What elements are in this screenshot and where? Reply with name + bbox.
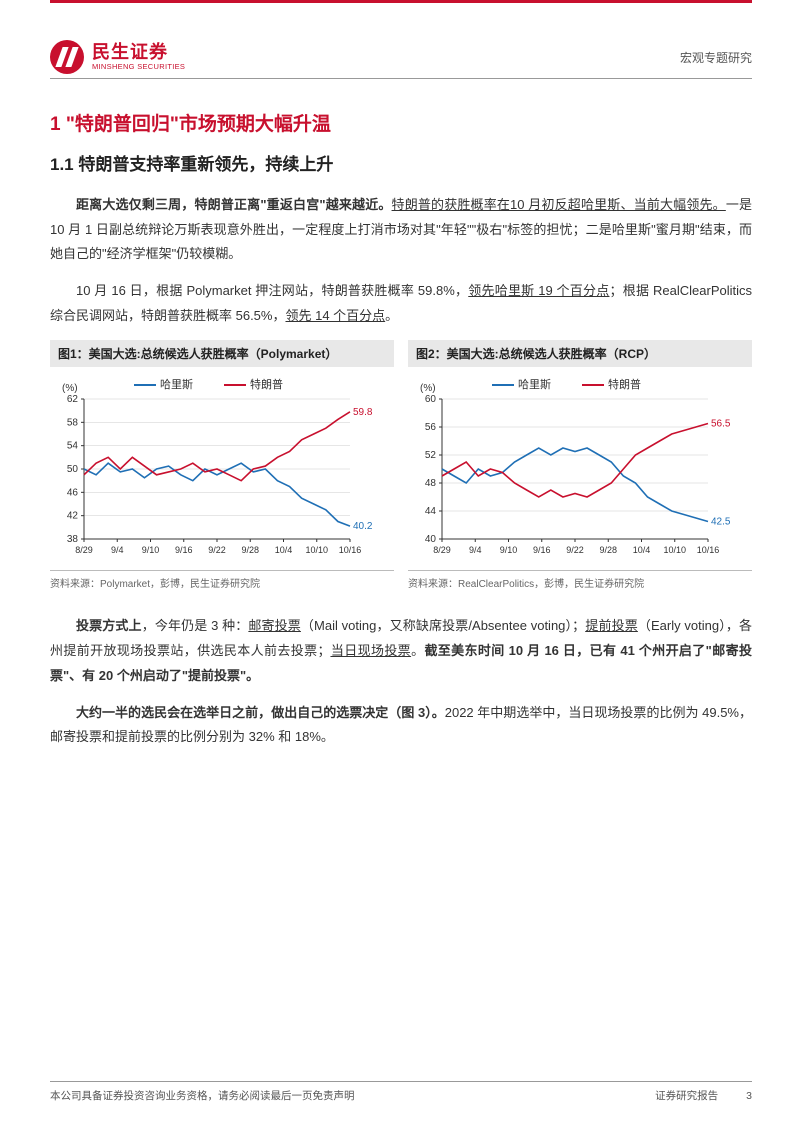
logo-icon [50, 40, 84, 74]
paragraph-2: 10 月 16 日，根据 Polymarket 押注网站，特朗普获胜概率 59.… [50, 279, 752, 328]
svg-text:10/10: 10/10 [663, 545, 686, 555]
footer-left: 本公司具备证券投资咨询业务资格，请务必阅读最后一页免责声明 [50, 1088, 355, 1103]
footer-page-number: 3 [746, 1090, 752, 1102]
svg-text:10/10: 10/10 [305, 545, 328, 555]
svg-text:42: 42 [67, 511, 79, 522]
svg-text:9/16: 9/16 [175, 545, 193, 555]
chart-2-title: 图2：美国大选:总统候选人获胜概率（RCP） [408, 340, 752, 367]
logo-en-text: MINSHENG SECURITIES [92, 63, 185, 71]
svg-text:52: 52 [425, 450, 437, 461]
page-header: 民生证券 MINSHENG SECURITIES 宏观专题研究 [50, 40, 752, 74]
logo-cn-text: 民生证券 [92, 43, 185, 63]
svg-text:9/4: 9/4 [469, 545, 482, 555]
svg-text:50: 50 [67, 464, 79, 475]
svg-text:8/29: 8/29 [75, 545, 93, 555]
svg-text:58: 58 [67, 418, 79, 429]
paragraph-4: 大约一半的选民会在选举日之前，做出自己的选票决定（图 3）。2022 年中期选举… [50, 701, 752, 750]
svg-text:59.8: 59.8 [353, 407, 373, 418]
p1-underline: 特朗普的获胜概率在10 月初反超哈里斯、当前大幅领先。 [392, 197, 726, 212]
p2-t1: 10 月 16 日，根据 Polymarket 押注网站，特朗普获胜概率 59.… [76, 283, 468, 298]
chart-1: 图1：美国大选:总统候选人获胜概率（Polymarket） (%) 哈里斯 特朗普 3… [50, 340, 394, 590]
p3-u2: 提前投票 [585, 618, 638, 633]
svg-text:9/16: 9/16 [533, 545, 551, 555]
svg-text:特朗普: 特朗普 [250, 377, 283, 391]
chart-1-svg: (%) 哈里斯 特朗普 38 42 46 50 54 58 62 8/29 9/4 9/10 9/16 9/… [50, 373, 380, 563]
heading-1: 1 "特朗普回归"市场预期大幅升温 [50, 109, 752, 136]
svg-text:62: 62 [67, 394, 79, 405]
chart-2-source: 资料来源：RealClearPolitics，彭博，民生证券研究院 [408, 571, 752, 590]
svg-text:9/28: 9/28 [599, 545, 617, 555]
p3-u1: 邮寄投票 [248, 618, 301, 633]
page-top-border [50, 0, 752, 3]
svg-text:哈里斯: 哈里斯 [160, 378, 193, 391]
svg-text:10/4: 10/4 [633, 545, 651, 555]
svg-text:60: 60 [425, 394, 437, 405]
svg-text:42.5: 42.5 [711, 517, 731, 528]
p3-t2: ，今年仍是 3 种： [142, 618, 249, 633]
page-footer: 本公司具备证券投资咨询业务资格，请务必阅读最后一页免责声明 证券研究报告 3 [50, 1081, 752, 1103]
svg-text:特朗普: 特朗普 [608, 377, 641, 391]
svg-text:10/16: 10/16 [697, 545, 720, 555]
chart-1-plot: (%) 哈里斯 特朗普 38 42 46 50 54 58 62 8/29 9/4 9/10 9/16 9/… [50, 367, 394, 571]
p2-u2: 领先 14 个百分点 [285, 308, 385, 323]
p3-t4: （Mail voting，又称缺席投票/Absentee voting）； [301, 618, 585, 633]
svg-text:9/10: 9/10 [500, 545, 518, 555]
chart-2: 图2：美国大选:总统候选人获胜概率（RCP） (%) 哈里斯 特朗普 40 44 48 52… [408, 340, 752, 590]
svg-text:46: 46 [67, 488, 79, 499]
heading-2: 1.1 特朗普支持率重新领先，持续上升 [50, 150, 752, 175]
charts-row: 图1：美国大选:总统候选人获胜概率（Polymarket） (%) 哈里斯 特朗普 3… [50, 340, 752, 590]
p2-u1: 领先哈里斯 19 个百分点 [468, 283, 609, 298]
footer-right-label: 证券研究报告 [655, 1088, 718, 1103]
svg-text:(%): (%) [62, 383, 78, 394]
svg-text:10/4: 10/4 [275, 545, 293, 555]
chart-1-source: 资料来源：Polymarket，彭博，民生证券研究院 [50, 571, 394, 590]
logo-block: 民生证券 MINSHENG SECURITIES [50, 40, 185, 74]
svg-text:10/16: 10/16 [339, 545, 362, 555]
paragraph-1: 距离大选仅剩三周，特朗普正离"重返白宫"越来越近。特朗普的获胜概率在10 月初反… [50, 193, 752, 267]
svg-text:44: 44 [425, 506, 437, 517]
p4-b1: 大约一半的选民会在选举日之前，做出自己的选票决定（图 3）。 [76, 705, 445, 720]
header-divider [50, 78, 752, 79]
svg-text:40: 40 [425, 534, 437, 545]
p2-t5: 。 [385, 308, 398, 323]
svg-text:9/4: 9/4 [111, 545, 124, 555]
chart-1-title: 图1：美国大选:总统候选人获胜概率（Polymarket） [50, 340, 394, 367]
chart-2-plot: (%) 哈里斯 特朗普 40 44 48 52 56 60 8/29 9/4 9/10 9/16 9/22… [408, 367, 752, 571]
header-category: 宏观专题研究 [680, 49, 752, 66]
svg-text:9/28: 9/28 [241, 545, 259, 555]
svg-text:9/10: 9/10 [142, 545, 160, 555]
paragraph-3: 投票方式上，今年仍是 3 种：邮寄投票（Mail voting，又称缺席投票/A… [50, 614, 752, 688]
svg-text:38: 38 [67, 534, 79, 545]
svg-text:哈里斯: 哈里斯 [518, 378, 551, 391]
p3-u3: 当日现场投票 [330, 643, 411, 658]
svg-text:48: 48 [425, 478, 437, 489]
chart-2-svg: (%) 哈里斯 特朗普 40 44 48 52 56 60 8/29 9/4 9/10 9/16 9/22… [408, 373, 738, 563]
svg-text:56: 56 [425, 422, 437, 433]
p1-bold: 距离大选仅剩三周，特朗普正离"重返白宫"越来越近。 [76, 197, 392, 212]
svg-text:(%): (%) [420, 383, 436, 394]
svg-text:9/22: 9/22 [566, 545, 584, 555]
svg-text:56.5: 56.5 [711, 419, 731, 430]
p3-t8: 。 [411, 643, 424, 658]
svg-text:9/22: 9/22 [208, 545, 226, 555]
svg-text:8/29: 8/29 [433, 545, 451, 555]
p3-b1: 投票方式上 [76, 618, 142, 633]
svg-text:54: 54 [67, 441, 79, 452]
svg-text:40.2: 40.2 [353, 522, 373, 533]
